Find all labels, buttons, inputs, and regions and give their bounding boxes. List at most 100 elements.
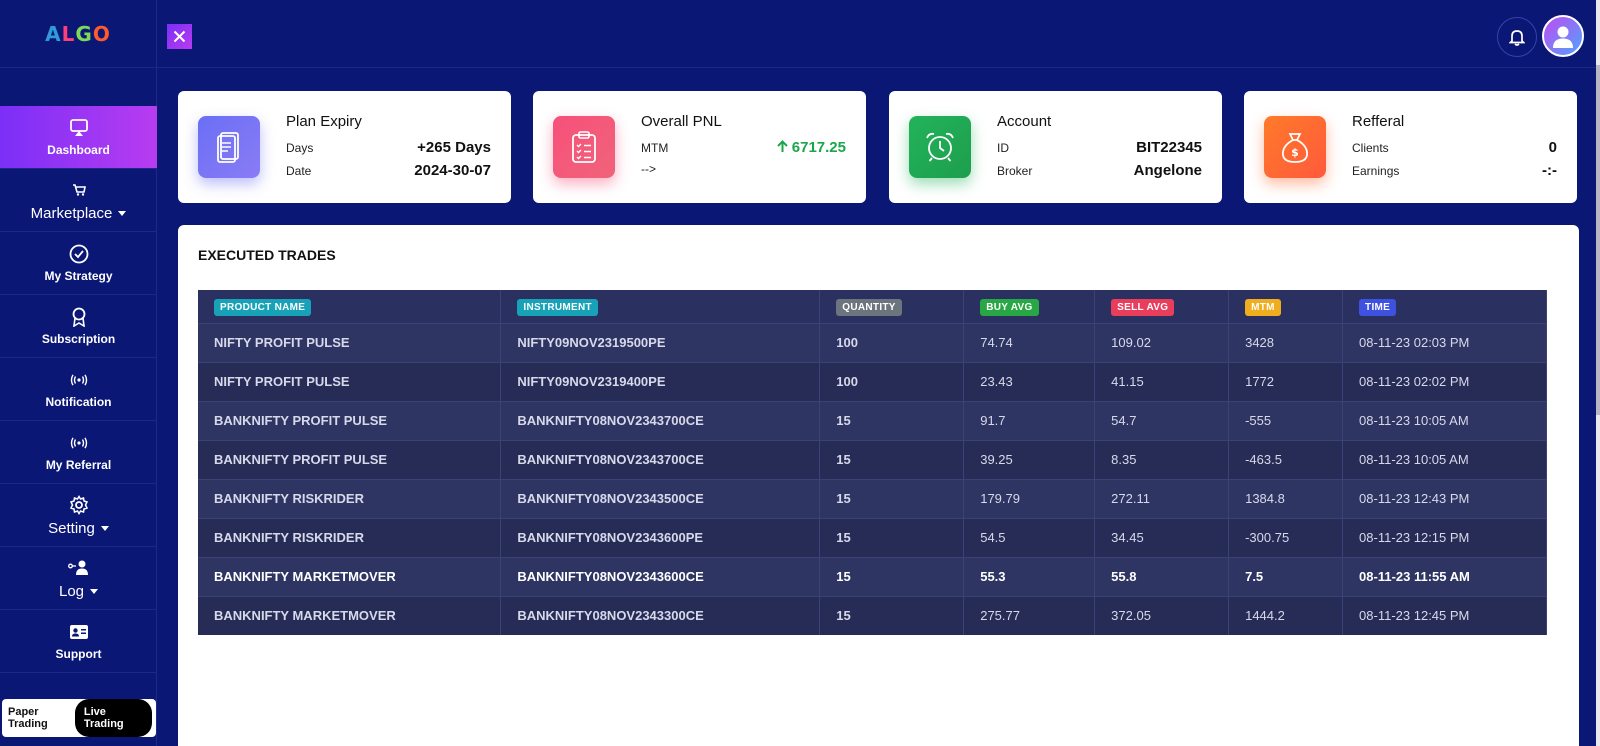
- account-card: Account ID BIT22345 Broker Angelone: [889, 91, 1222, 203]
- sidebar-item-marketplace[interactable]: Marketplace: [0, 169, 157, 232]
- card-row-broker: Broker Angelone: [997, 162, 1202, 179]
- chevron-down-icon: [90, 589, 99, 595]
- column-header: TIME: [1342, 290, 1547, 323]
- table-cell: 34.45: [1094, 517, 1230, 557]
- alarm-clock-icon: [909, 116, 971, 178]
- gear-icon: [68, 494, 90, 516]
- card-label: -->: [641, 162, 656, 176]
- broadcast-icon: [68, 369, 90, 391]
- table-cell: 8.35: [1094, 439, 1230, 479]
- table-cell: BANKNIFTY RISKRIDER: [198, 478, 502, 518]
- table-cell: 23.43: [963, 361, 1096, 401]
- table-cell: BANKNIFTY RISKRIDER: [198, 517, 502, 557]
- card-row-date: Date 2024-30-07: [286, 162, 491, 179]
- notifications-button[interactable]: [1497, 17, 1537, 57]
- logo-text: ALGO: [45, 21, 111, 46]
- table-cell: 1384.8: [1228, 478, 1344, 518]
- table-cell: 54.5: [963, 517, 1096, 557]
- monitor-icon: [68, 117, 90, 139]
- table-row: BANKNIFTY MARKETMOVER BANKNIFTY08NOV23433…: [198, 595, 1547, 635]
- check-circle-icon: [68, 243, 90, 265]
- table-row: NIFTY PROFIT PULSE NIFTY09NOV2319500PE 100…: [198, 322, 1547, 362]
- panel-title: EXECUTED TRADES: [198, 247, 336, 263]
- table-row: BANKNIFTY RISKRIDER BANKNIFTY08NOV2343600…: [198, 517, 1547, 557]
- card-label: Earnings: [1352, 163, 1400, 178]
- overall-pnl-card: Overall PNL MTM 6717.25 -->: [533, 91, 866, 203]
- card-value: +265 Days: [417, 139, 491, 156]
- sidebar-item-label: Dashboard: [47, 143, 110, 157]
- svg-text:$: $: [1291, 146, 1299, 159]
- table-cell: BANKNIFTY08NOV2343700CE: [500, 439, 821, 479]
- sidebar-item-label: Log: [58, 582, 85, 600]
- table-row: NIFTY PROFIT PULSE NIFTY09NOV2319400PE 100…: [198, 361, 1547, 401]
- table-cell: 41.15: [1094, 361, 1230, 401]
- card-title: Overall PNL: [641, 113, 722, 130]
- table-cell: 1772: [1228, 361, 1344, 401]
- column-header: INSTRUMENT: [500, 290, 821, 323]
- app-logo[interactable]: ALGO: [0, 0, 156, 68]
- column-header: SELL AVG: [1094, 290, 1230, 323]
- sidebar-item-support[interactable]: Support: [0, 610, 157, 673]
- table-cell: 55.8: [1094, 556, 1230, 596]
- sidebar-item-label: Support: [55, 647, 102, 661]
- table-row: BANKNIFTY PROFIT PULSE BANKNIFTY08NOV2343…: [198, 400, 1547, 440]
- cart-icon: [68, 179, 90, 201]
- close-sidebar-button[interactable]: [167, 24, 192, 49]
- scrollbar-thumb[interactable]: [1596, 65, 1600, 415]
- top-bar: [157, 0, 1600, 68]
- table-row: BANKNIFTY PROFIT PULSE BANKNIFTY08NOV2343…: [198, 439, 1547, 479]
- sidebar-item-label: Setting: [48, 519, 95, 537]
- card-label: Date: [286, 163, 312, 178]
- card-title: Refferal: [1352, 113, 1405, 130]
- id-card-icon: [68, 621, 90, 643]
- sidebar-item-setting[interactable]: Setting: [0, 484, 157, 547]
- table-cell: 100: [819, 361, 965, 401]
- card-value: Angelone: [1133, 162, 1202, 179]
- arrow-up-icon: [777, 140, 788, 152]
- sidebar-item-label: Subscription: [41, 332, 116, 346]
- column-header-badge: INSTRUMENT: [517, 298, 598, 316]
- sidebar-item-log[interactable]: Log: [0, 547, 157, 610]
- live-trading-option[interactable]: Live Trading: [74, 699, 152, 737]
- table-cell: 272.11: [1094, 478, 1230, 518]
- broadcast-icon: [68, 432, 90, 454]
- card-value: 2024-30-07: [414, 162, 491, 179]
- table-cell: 39.25: [963, 439, 1096, 479]
- sidebar-item-subscription[interactable]: Subscription: [0, 295, 157, 358]
- sidebar-item-my-strategy[interactable]: My Strategy: [0, 232, 157, 295]
- card-row-earnings: Earnings -:-: [1352, 162, 1557, 179]
- column-header-badge: PRODUCT NAME: [214, 298, 312, 316]
- table-cell: 08-11-23 12:15 PM: [1342, 517, 1547, 557]
- sidebar-item-my-referral[interactable]: My Referral: [0, 421, 157, 484]
- table-cell: -555: [1228, 400, 1344, 440]
- sidebar-item-label: Marketplace: [30, 204, 113, 222]
- award-icon: [68, 306, 90, 328]
- sidebar-item-dashboard[interactable]: Dashboard: [0, 106, 157, 169]
- card-label: Days: [286, 140, 314, 155]
- user-avatar[interactable]: [1542, 15, 1584, 57]
- column-header: QUANTITY: [819, 290, 965, 323]
- table-cell: BANKNIFTY MARKETMOVER: [198, 595, 502, 635]
- card-row-clients: Clients 0: [1352, 139, 1557, 156]
- trading-mode-toggle[interactable]: Paper Trading Live Trading: [2, 699, 156, 737]
- paper-trading-option[interactable]: Paper Trading: [8, 706, 48, 730]
- executed-trades-table: PRODUCT NAME INSTRUMENT QUANTITY BUY AVG SEL…: [198, 290, 1547, 635]
- card-row-id: ID BIT22345: [997, 139, 1202, 156]
- page-scrollbar[interactable]: [1596, 0, 1600, 746]
- table-cell: 15: [819, 517, 965, 557]
- table-cell: 15: [819, 556, 965, 596]
- table-cell: -463.5: [1228, 439, 1344, 479]
- user-link-icon: [67, 557, 90, 579]
- executed-trades-panel: EXECUTED TRADES PRODUCT NAME INSTRUMENT QU…: [178, 225, 1579, 746]
- table-row: BANKNIFTY MARKETMOVER BANKNIFTY08NOV23436…: [198, 556, 1547, 596]
- column-header-badge: MTM: [1245, 298, 1281, 316]
- table-header-row: PRODUCT NAME INSTRUMENT QUANTITY BUY AVG SEL…: [198, 290, 1547, 323]
- chevron-down-icon: [118, 211, 127, 217]
- table-cell: 15: [819, 439, 965, 479]
- table-cell: NIFTY PROFIT PULSE: [198, 361, 502, 401]
- card-label: ID: [997, 140, 1009, 155]
- card-label: Clients: [1352, 140, 1389, 155]
- bell-icon: [1509, 30, 1525, 46]
- sidebar-item-notification[interactable]: Notification: [0, 358, 157, 421]
- column-header-badge: TIME: [1359, 298, 1397, 316]
